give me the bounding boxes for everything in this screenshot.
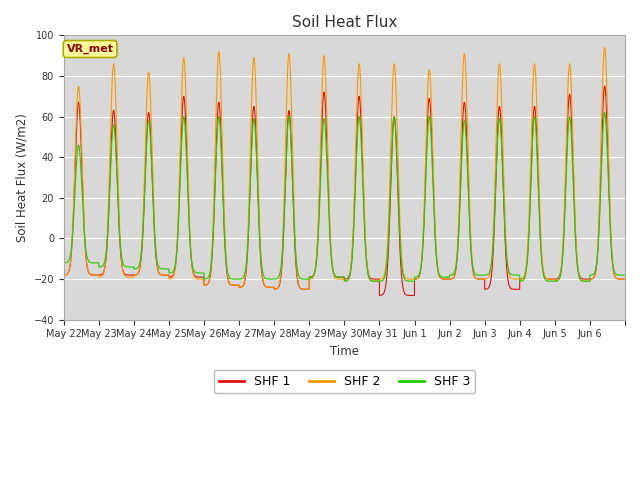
- SHF 3: [541, 275, 548, 281]
- Y-axis label: Soil Heat Flux (W/m2): Soil Heat Flux (W/m2): [15, 113, 28, 242]
- SHF 1: [60, 272, 68, 278]
- SHF 2: [601, 45, 609, 50]
- SHF 3: [621, 272, 628, 278]
- SHF 1: [499, 157, 506, 163]
- SHF 2: [541, 272, 548, 278]
- SHF 2: [621, 276, 628, 282]
- SHF 2: [526, 186, 534, 192]
- SHF 2: [396, 202, 403, 208]
- Text: VR_met: VR_met: [67, 44, 113, 54]
- SHF 3: [499, 162, 506, 168]
- SHF 2: [60, 272, 68, 278]
- SHF 3: [376, 278, 383, 284]
- SHF 1: [541, 273, 548, 279]
- SHF 1: [411, 292, 419, 298]
- SHF 3: [396, 222, 403, 228]
- SHF 2: [499, 124, 506, 130]
- SHF 2: [176, 147, 184, 153]
- SHF 1: [365, 273, 373, 279]
- SHF 1: [621, 276, 628, 282]
- SHF 2: [305, 287, 313, 292]
- SHF 1: [526, 204, 534, 210]
- SHF 1: [601, 83, 609, 89]
- SHF 3: [601, 109, 609, 115]
- SHF 2: [365, 275, 373, 281]
- SHF 3: [176, 179, 184, 185]
- SHF 3: [60, 260, 68, 266]
- Legend: SHF 1, SHF 2, SHF 3: SHF 1, SHF 2, SHF 3: [214, 370, 476, 393]
- X-axis label: Time: Time: [330, 345, 359, 358]
- Line: SHF 2: SHF 2: [64, 48, 625, 289]
- Title: Soil Heat Flux: Soil Heat Flux: [292, 15, 397, 30]
- Line: SHF 1: SHF 1: [64, 86, 625, 295]
- SHF 3: [526, 209, 534, 215]
- SHF 1: [176, 169, 184, 175]
- SHF 1: [396, 228, 403, 233]
- Line: SHF 3: SHF 3: [64, 112, 625, 281]
- SHF 3: [365, 276, 373, 281]
